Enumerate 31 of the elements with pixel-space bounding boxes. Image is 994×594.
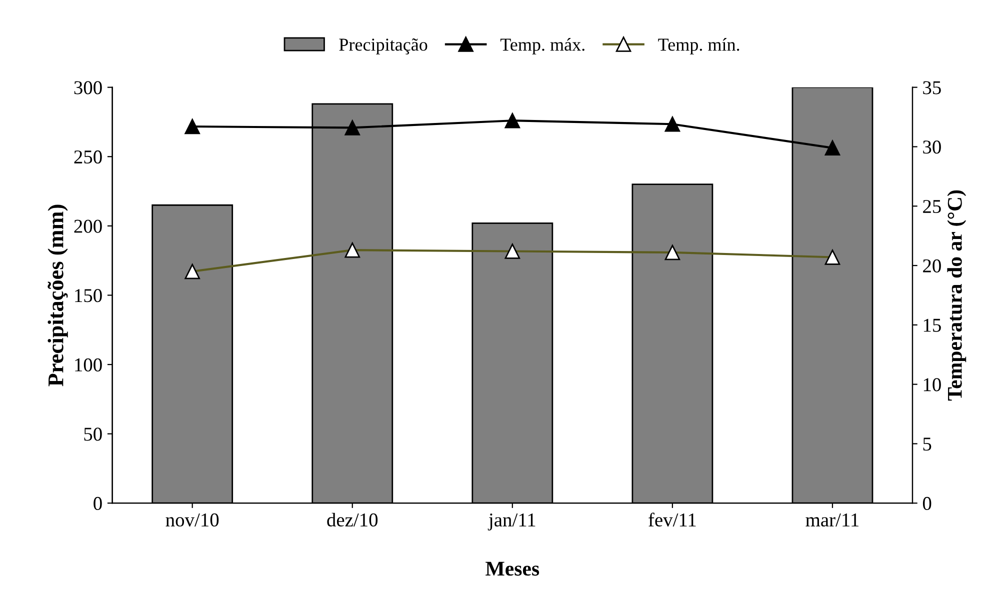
y-tick-label: 50 bbox=[84, 428, 102, 441]
y-tick-label: 150 bbox=[75, 289, 102, 302]
y-tick-label: 0 bbox=[94, 496, 102, 510]
x-tick-label: jan/11 bbox=[488, 513, 536, 530]
x-axis-title: Meses bbox=[486, 562, 540, 576]
y2-tick-label: 35 bbox=[923, 81, 941, 94]
point bbox=[504, 112, 520, 128]
y-tick-label: 300 bbox=[74, 81, 102, 94]
y-tick-label: 250 bbox=[74, 150, 102, 164]
y2-tick-label: 20 bbox=[923, 259, 941, 272]
y2-tick-label: 10 bbox=[924, 378, 941, 392]
legend-label: Precipitação bbox=[339, 38, 428, 54]
y2-tick-label: 5 bbox=[923, 438, 932, 451]
y2-axis-title: Temperatura do ar (°C) bbox=[947, 190, 966, 401]
x-tick-label: dez/10 bbox=[327, 512, 378, 527]
y-axis-title: Precipitações (mm) bbox=[48, 204, 68, 386]
x-tick-label: fev/11 bbox=[648, 512, 696, 527]
x-tick-label: nov/10 bbox=[166, 513, 219, 527]
legend-label: Temp. mín. bbox=[658, 38, 740, 54]
x-tick-label: mar/11 bbox=[806, 513, 858, 527]
y-tick-label: 200 bbox=[74, 220, 102, 233]
legend-label: Temp. máx. bbox=[500, 38, 584, 54]
y2-tick-label: 30 bbox=[923, 140, 941, 154]
point bbox=[344, 120, 360, 136]
y2-tick-label: 0 bbox=[922, 496, 932, 510]
point bbox=[664, 116, 680, 132]
point bbox=[184, 118, 200, 134]
y-tick-label: 100 bbox=[75, 358, 102, 372]
y2-tick-label: 25 bbox=[923, 200, 941, 214]
point bbox=[824, 140, 840, 156]
y2-tick-label: 15 bbox=[924, 318, 941, 332]
